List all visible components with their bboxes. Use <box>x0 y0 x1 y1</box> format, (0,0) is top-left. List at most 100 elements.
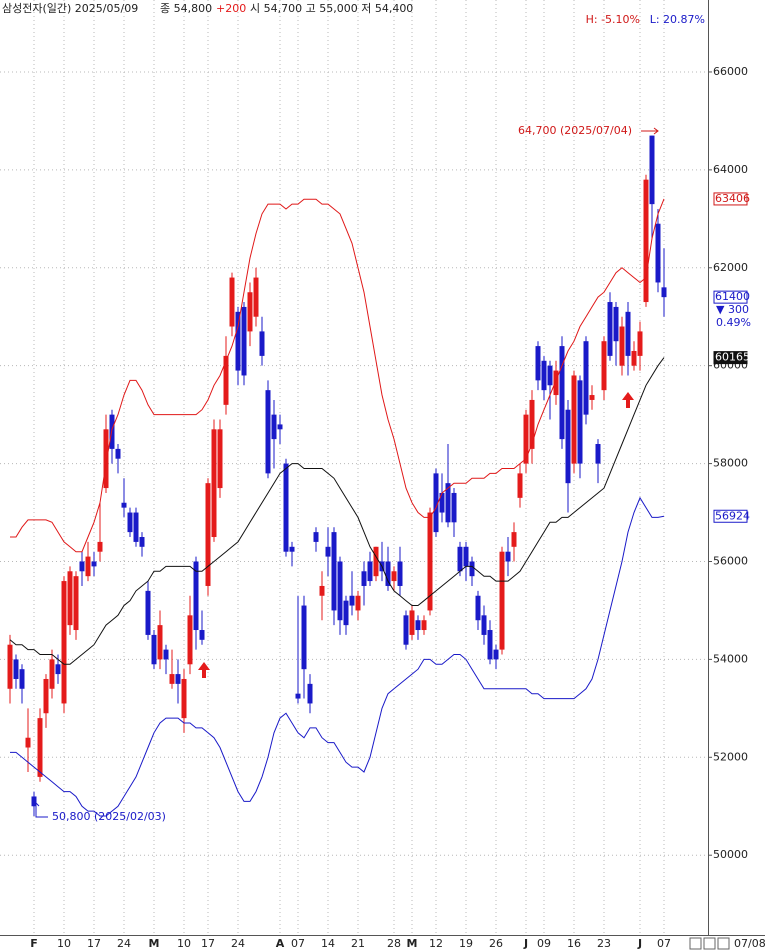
candle-body <box>649 135 655 205</box>
current-date: 07/08 <box>734 937 765 950</box>
candle-body <box>319 585 325 596</box>
signal-arrow <box>198 662 210 678</box>
candle-body <box>349 595 355 606</box>
change-pct: 0.49% <box>716 316 751 329</box>
close-change: +200 <box>216 2 246 15</box>
candle-body <box>325 546 331 557</box>
grid <box>0 0 712 935</box>
candle-body <box>295 693 301 699</box>
candle-body <box>367 561 373 582</box>
y-tick-label: 54000 <box>713 652 748 665</box>
y-tick-label: 56000 <box>713 554 748 567</box>
close-label: 종 54,800 <box>160 2 212 15</box>
draw-icon[interactable] <box>689 937 702 950</box>
candle-body <box>403 615 409 645</box>
candle-body <box>91 561 97 567</box>
candle-body <box>565 409 571 484</box>
candle-body <box>253 277 259 317</box>
candle-body <box>577 380 583 464</box>
close-icon[interactable] <box>717 937 730 950</box>
zoom-icon[interactable] <box>703 937 716 950</box>
x-tick-label: F <box>30 937 38 950</box>
candle-body <box>427 512 433 611</box>
value-tag: 61400 <box>715 290 750 303</box>
candle-body <box>181 678 187 719</box>
x-tick-label: 16 <box>567 937 581 950</box>
candle-body <box>499 551 505 650</box>
chart-title: 삼성전자(일간) 2025/05/09 <box>2 1 138 15</box>
value-tag-box <box>713 351 748 365</box>
candle-body <box>175 674 181 684</box>
candle-body <box>157 625 163 660</box>
candle-body <box>85 556 91 577</box>
low-annotation: 50,800 (2025/02/03) <box>52 810 166 823</box>
ohl-label: 시 54,700 고 55,000 저 54,400 <box>250 2 413 15</box>
x-tick-label: 10 <box>177 937 191 950</box>
candle-body <box>397 561 403 586</box>
candle-body <box>229 277 235 327</box>
candle-body <box>121 502 127 508</box>
candle-body <box>475 595 481 621</box>
candle-body <box>433 473 439 533</box>
candle-body <box>523 414 529 464</box>
marks <box>7 135 667 817</box>
candle-body <box>193 561 199 631</box>
candle-body <box>331 532 337 611</box>
candle-body <box>283 463 289 552</box>
candle-body <box>661 287 667 298</box>
band-line <box>10 198 665 553</box>
candle-body <box>463 546 469 567</box>
change: ▼ 300 <box>716 303 749 316</box>
value-tag-box <box>713 290 748 304</box>
low-ratio: L: 20.87% <box>650 13 705 26</box>
candle-body <box>37 718 43 777</box>
candle-body <box>199 630 205 640</box>
candle-body <box>55 664 61 675</box>
candle-body <box>145 590 151 635</box>
candle-body <box>361 571 367 586</box>
candle-body <box>217 429 223 489</box>
candle-body <box>619 326 625 366</box>
x-tick-label: M <box>407 937 418 950</box>
band-line <box>9 357 665 665</box>
value-tag-box <box>713 192 748 206</box>
candle-body <box>601 341 607 391</box>
candle-body <box>529 399 535 449</box>
candle-body <box>247 292 253 332</box>
candle-body <box>541 360 547 391</box>
candle-body <box>139 537 145 547</box>
candle-body <box>301 605 307 670</box>
x-tick-label: M <box>149 937 160 950</box>
x-tick-label: 10 <box>57 937 71 950</box>
y-tick-label: 52000 <box>713 750 748 763</box>
candle-body <box>163 649 169 660</box>
candle-body <box>493 649 499 660</box>
high-annotation-arrow <box>641 127 659 135</box>
x-tick-label: 14 <box>321 937 335 950</box>
value-tag: 60165 <box>715 351 750 364</box>
candle-body <box>205 483 211 586</box>
candle-body <box>169 674 175 684</box>
x-tick-label: 07 <box>657 937 671 950</box>
candle-body <box>613 306 619 342</box>
high-annotation: 64,700 (2025/07/04) <box>518 124 632 137</box>
candle-body <box>457 546 463 572</box>
candle-body <box>13 659 19 679</box>
candle-body <box>439 492 445 513</box>
candle-body <box>259 331 265 356</box>
labels: 5000052000540005600058000600006200064000… <box>30 65 751 950</box>
candle-body <box>103 429 109 489</box>
candle-body <box>589 395 595 400</box>
x-tick-label: A <box>276 937 285 950</box>
candle-body <box>31 796 37 807</box>
candle-body <box>67 571 73 626</box>
candle-body <box>271 414 277 440</box>
candle-body <box>187 615 193 665</box>
candle-body <box>385 561 391 586</box>
value-tag: 63406 <box>715 192 750 205</box>
candle-body <box>307 683 313 704</box>
candle-body <box>469 561 475 577</box>
x-tick-label: 12 <box>429 937 443 950</box>
